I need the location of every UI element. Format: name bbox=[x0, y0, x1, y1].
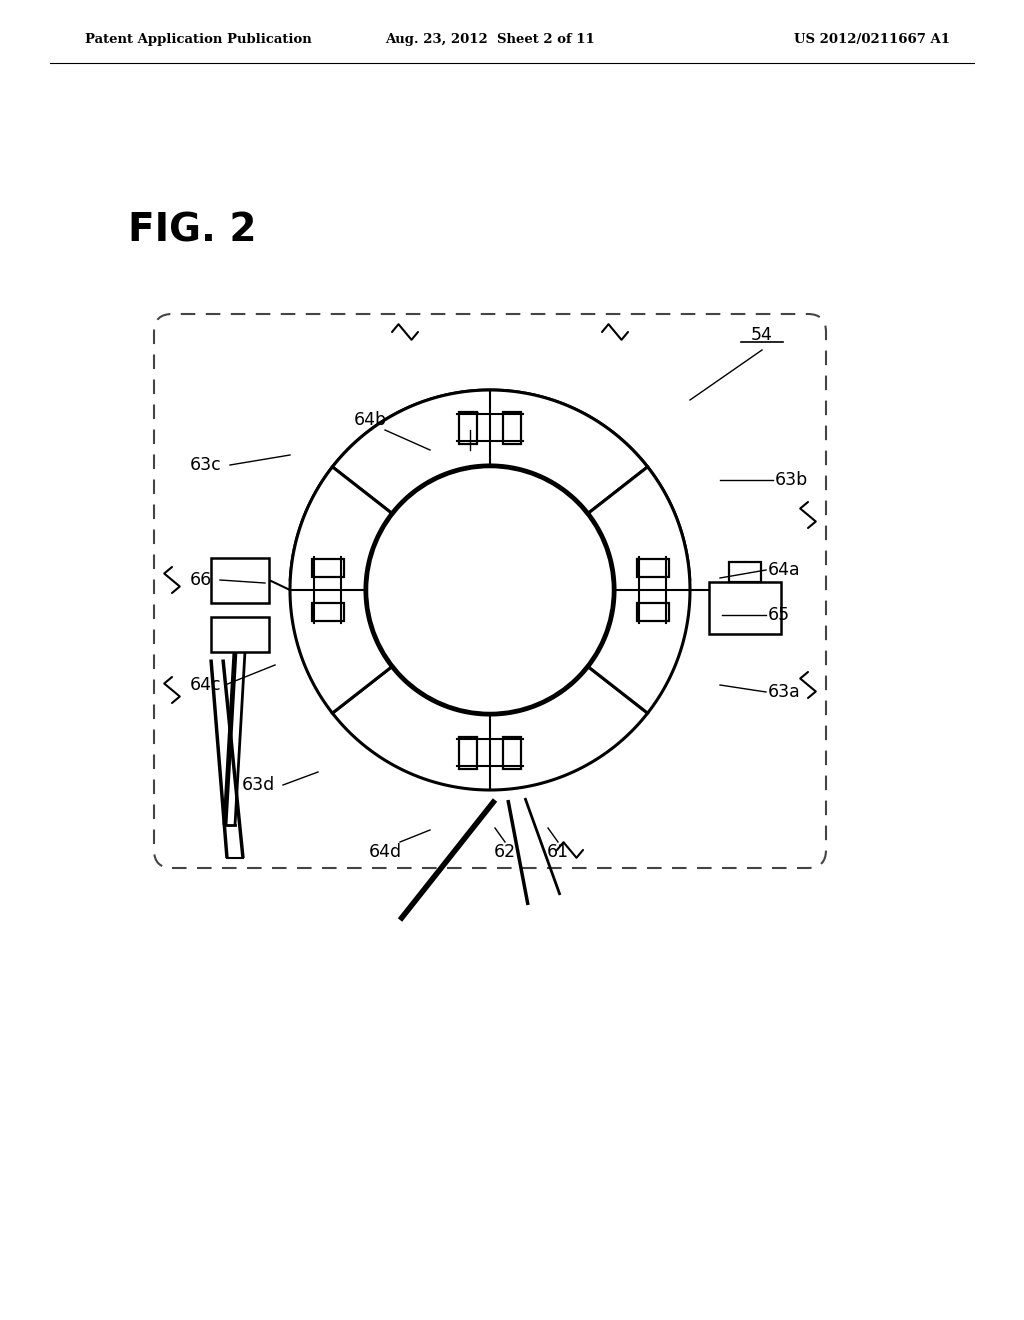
Text: 63a: 63a bbox=[768, 682, 801, 701]
Polygon shape bbox=[637, 558, 669, 577]
Text: US 2012/0211667 A1: US 2012/0211667 A1 bbox=[794, 33, 950, 46]
Text: 61: 61 bbox=[547, 843, 569, 861]
Polygon shape bbox=[290, 467, 391, 713]
Polygon shape bbox=[503, 737, 521, 768]
Polygon shape bbox=[503, 412, 521, 444]
Bar bbox=[709, 582, 781, 634]
Text: 54: 54 bbox=[751, 326, 773, 345]
Text: 64c: 64c bbox=[190, 676, 221, 694]
Text: 66: 66 bbox=[190, 572, 212, 589]
Polygon shape bbox=[459, 737, 477, 768]
Text: 63c: 63c bbox=[190, 455, 222, 474]
Text: 64d: 64d bbox=[369, 843, 401, 861]
Text: 65: 65 bbox=[768, 606, 791, 624]
Polygon shape bbox=[459, 412, 477, 444]
Text: Patent Application Publication: Patent Application Publication bbox=[85, 33, 311, 46]
Polygon shape bbox=[311, 558, 343, 577]
Text: 67: 67 bbox=[459, 411, 481, 429]
Bar bbox=[211, 557, 269, 602]
Polygon shape bbox=[290, 389, 690, 583]
Text: 64a: 64a bbox=[768, 561, 801, 579]
Text: 64b: 64b bbox=[353, 411, 387, 429]
Text: 62: 62 bbox=[494, 843, 516, 861]
Text: FIG. 2: FIG. 2 bbox=[128, 211, 256, 249]
Polygon shape bbox=[589, 467, 690, 713]
Text: 63d: 63d bbox=[242, 776, 275, 795]
Text: Aug. 23, 2012  Sheet 2 of 11: Aug. 23, 2012 Sheet 2 of 11 bbox=[385, 33, 595, 46]
Bar bbox=[729, 562, 761, 582]
Text: 63b: 63b bbox=[775, 471, 808, 488]
Bar bbox=[211, 616, 269, 652]
Polygon shape bbox=[333, 389, 647, 513]
Polygon shape bbox=[311, 603, 343, 620]
Polygon shape bbox=[333, 667, 647, 789]
Polygon shape bbox=[637, 603, 669, 620]
